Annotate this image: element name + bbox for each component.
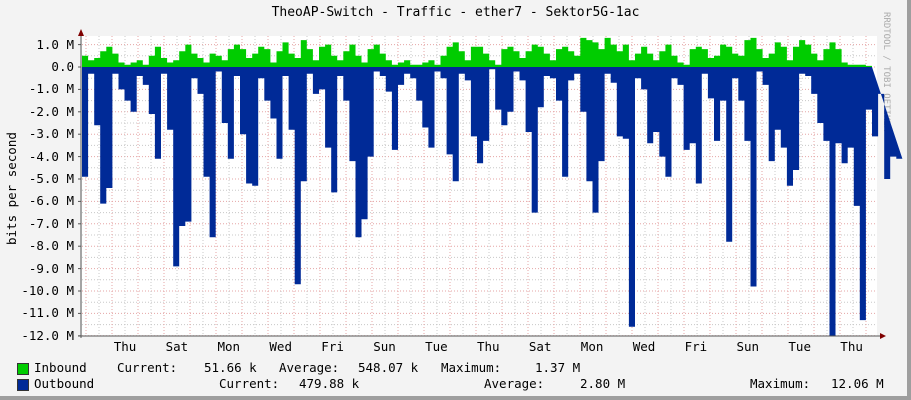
y-tick-label: 0.0 [51, 59, 74, 74]
y-tick-label: -1.0 M [28, 81, 74, 97]
svg-text:RRDTOOL / TOBI OETIKER: RRDTOOL / TOBI OETIKER [881, 12, 891, 132]
y-tick-label: 1.0 M [36, 36, 74, 52]
outbound-maximum-label: Maximum: [750, 376, 811, 391]
x-tick-label: Thu [477, 339, 500, 354]
x-tick-label: Sun [373, 339, 396, 354]
x-tick-label: Thu [840, 339, 863, 354]
y-tick-label: -3.0 M [28, 126, 74, 142]
inbound-label: Inbound [34, 360, 87, 375]
x-tick-label: Wed [632, 339, 656, 354]
outbound-average-value: 2.80 M [580, 376, 626, 391]
y-tick-label: -12.0 M [21, 327, 74, 343]
y-axis-label: bits per second [4, 132, 19, 245]
outbound-maximum-value: 12.06 M [831, 376, 884, 391]
y-tick-label: -2.0 M [28, 103, 74, 119]
y-tick-label: -7.0 M [28, 215, 74, 231]
x-tick-label: Tue [425, 339, 448, 354]
x-tick-label: Mon [580, 339, 604, 354]
inbound-average-label: Average: [279, 360, 340, 375]
y-tick-label: -6.0 M [28, 193, 74, 209]
x-tick-label: Mon [217, 339, 241, 354]
x-tick-label: Sat [528, 339, 552, 354]
svg-text:bits per second: bits per second [4, 132, 19, 245]
x-tick-label: Thu [113, 339, 137, 354]
outbound-swatch [17, 379, 29, 391]
inbound-average-value: 548.07 k [358, 360, 419, 375]
inbound-current-label: Current: [117, 360, 178, 375]
x-tick-label: Fri [684, 339, 708, 354]
y-tick-label: -10.0 M [21, 283, 74, 298]
y-tick-label: -5.0 M [28, 171, 74, 186]
inbound-maximum-value: 1.37 M [535, 360, 581, 375]
x-tick-label: Tue [788, 339, 811, 354]
y-tick-label: -9.0 M [28, 260, 74, 276]
inbound-current-value: 51.66 k [204, 360, 257, 375]
outbound-current-label: Current: [219, 376, 280, 391]
inbound-maximum-label: Maximum: [441, 360, 502, 375]
x-tick-label: Wed [269, 339, 292, 354]
y-tick-label: -11.0 M [21, 305, 74, 321]
rrdtool-watermark: RRDTOOL / TOBI OETIKER [881, 12, 891, 132]
y-tick-label: -8.0 M [28, 238, 74, 254]
y-tick-label: -4.0 M [28, 148, 74, 164]
x-tick-label: Sat [165, 339, 189, 354]
x-tick-label: Sun [736, 339, 760, 354]
x-tick-label: Fri [321, 339, 344, 354]
inbound-swatch [17, 363, 29, 375]
outbound-average-label: Average: [484, 376, 545, 391]
outbound-current-value: 479.88 k [299, 376, 360, 391]
graph-title: TheoAP-Switch - Traffic - ether7 - Sekto… [271, 5, 640, 20]
outbound-label: Outbound [34, 376, 95, 391]
